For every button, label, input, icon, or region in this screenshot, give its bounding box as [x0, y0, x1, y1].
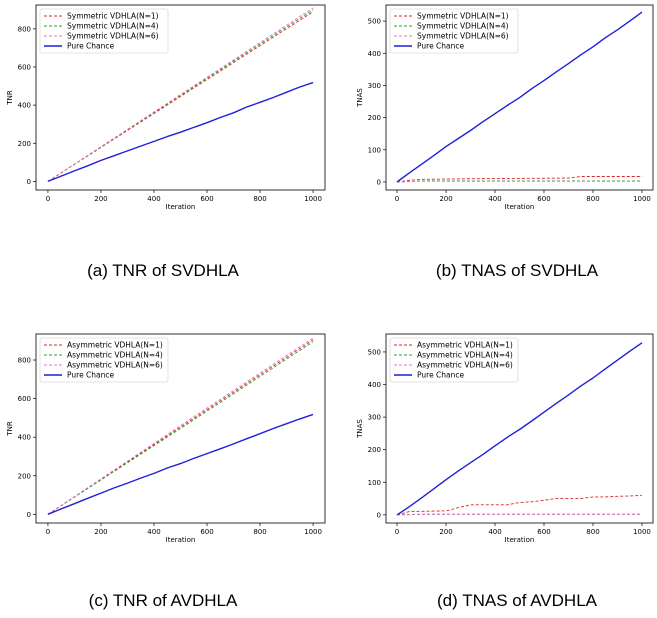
x-axis-label: Iteration: [166, 203, 196, 211]
y-tick-label: 0: [377, 511, 381, 519]
x-tick-label: 0: [46, 528, 50, 536]
x-tick-label: 200: [439, 528, 452, 536]
legend-label: Pure Chance: [67, 42, 115, 51]
legend-box: [389, 8, 519, 54]
y-tick-label: 600: [18, 63, 31, 71]
y-tick-label: 300: [368, 414, 381, 422]
y-tick-label: 0: [377, 178, 381, 186]
y-axis-label: TNR: [6, 90, 14, 106]
x-tick-label: 400: [488, 528, 501, 536]
legend-box: [389, 337, 519, 383]
x-tick-label: 200: [94, 195, 107, 203]
x-tick-label: 400: [488, 195, 501, 203]
legend-label: Pure Chance: [417, 42, 465, 51]
x-tick-label: 1000: [633, 528, 651, 536]
x-axis-label: Iteration: [166, 536, 196, 544]
y-tick-label: 400: [368, 50, 381, 58]
series-line-3: [47, 337, 314, 515]
y-tick-label: 600: [18, 395, 31, 403]
legend-box: [39, 337, 169, 383]
panel-caption: (a) TNR of SVDHLA: [87, 261, 239, 280]
legend-label: Asymmetric VDHLA(N=1): [417, 341, 513, 350]
y-axis-label: TNR: [6, 421, 14, 437]
legend-label: Pure Chance: [417, 371, 465, 380]
series-line-1: [396, 494, 643, 516]
legend-label: Asymmetric VDHLA(N=6): [67, 361, 163, 370]
panel-caption: (b) TNAS of SVDHLA: [436, 261, 599, 280]
series-line-4: [47, 413, 314, 515]
y-tick-label: 200: [368, 114, 381, 122]
legend-label: Symmetric VDHLA(N=6): [417, 32, 509, 41]
x-tick-label: 200: [439, 195, 452, 203]
y-axis-label: TNAS: [356, 419, 364, 439]
y-tick-label: 500: [368, 18, 381, 26]
chart-panel-1: 0 200 400 600 800 1000 0 200 400 600 800 Iteration T…: [6, 4, 326, 211]
legend-label: Asymmetric VDHLA(N=4): [67, 351, 163, 360]
y-tick-label: 100: [368, 479, 381, 487]
x-tick-label: 400: [147, 195, 160, 203]
x-tick-label: 800: [253, 195, 266, 203]
y-tick-label: 0: [27, 178, 31, 186]
y-tick-label: 200: [18, 472, 31, 480]
x-tick-label: 600: [200, 195, 213, 203]
panel-caption: (c) TNR of AVDHLA: [89, 591, 238, 610]
x-tick-label: 600: [537, 195, 550, 203]
chart-panel-3: 0 200 400 600 800 1000 0 200 400 600 800 Iteration T…: [6, 333, 326, 544]
series-line-4: [396, 11, 643, 183]
legend-label: Asymmetric VDHLA(N=1): [67, 341, 163, 350]
y-tick-label: 400: [368, 381, 381, 389]
legend-label: Asymmetric VDHLA(N=6): [417, 361, 513, 370]
series-line-3: [47, 7, 314, 182]
legend-box: [39, 8, 169, 54]
legend-label: Symmetric VDHLA(N=1): [417, 12, 509, 21]
y-tick-label: 200: [368, 446, 381, 454]
series-line-1: [396, 176, 642, 183]
y-tick-label: 400: [18, 102, 31, 110]
y-tick-label: 200: [18, 140, 31, 148]
legend-label: Asymmetric VDHLA(N=4): [417, 351, 513, 360]
series-line-3: [396, 180, 642, 183]
legend-label: Symmetric VDHLA(N=6): [67, 32, 159, 41]
legend-label: Symmetric VDHLA(N=4): [67, 22, 159, 31]
y-tick-label: 100: [368, 146, 381, 154]
x-tick-label: 200: [94, 528, 107, 536]
x-tick-label: 1000: [304, 528, 322, 536]
y-tick-label: 500: [368, 348, 381, 356]
chart-panel-2: 0 200 400 600 800 1000 0 100 200 300 400 500 Iterati…: [356, 4, 654, 211]
chart-panel-4: 0 200 400 600 800 1000 0 100 200 300 400 500 Iterati…: [356, 333, 654, 544]
x-tick-label: 1000: [633, 195, 651, 203]
x-tick-label: 0: [395, 528, 399, 536]
panel-caption: (d) TNAS of AVDHLA: [437, 591, 598, 610]
series-line-4: [47, 81, 314, 183]
x-tick-label: 400: [147, 528, 160, 536]
x-tick-label: 800: [253, 528, 266, 536]
legend-label: Symmetric VDHLA(N=4): [417, 22, 509, 31]
x-tick-label: 0: [46, 195, 50, 203]
y-tick-label: 800: [18, 25, 31, 33]
y-axis-label: TNAS: [356, 88, 364, 108]
x-tick-label: 0: [395, 195, 399, 203]
y-tick-label: 800: [18, 357, 31, 365]
x-tick-label: 800: [586, 528, 599, 536]
x-tick-label: 800: [586, 195, 599, 203]
x-tick-label: 600: [537, 528, 550, 536]
y-tick-label: 0: [27, 511, 31, 519]
x-axis-label: Iteration: [505, 203, 535, 211]
legend-label: Symmetric VDHLA(N=1): [67, 12, 159, 21]
series-line-4: [396, 342, 643, 516]
x-axis-label: Iteration: [505, 536, 535, 544]
series-line-2: [47, 341, 314, 515]
y-tick-label: 300: [368, 82, 381, 90]
x-tick-label: 600: [200, 528, 213, 536]
x-tick-label: 1000: [304, 195, 322, 203]
y-tick-label: 400: [18, 434, 31, 442]
legend-label: Pure Chance: [67, 371, 115, 380]
